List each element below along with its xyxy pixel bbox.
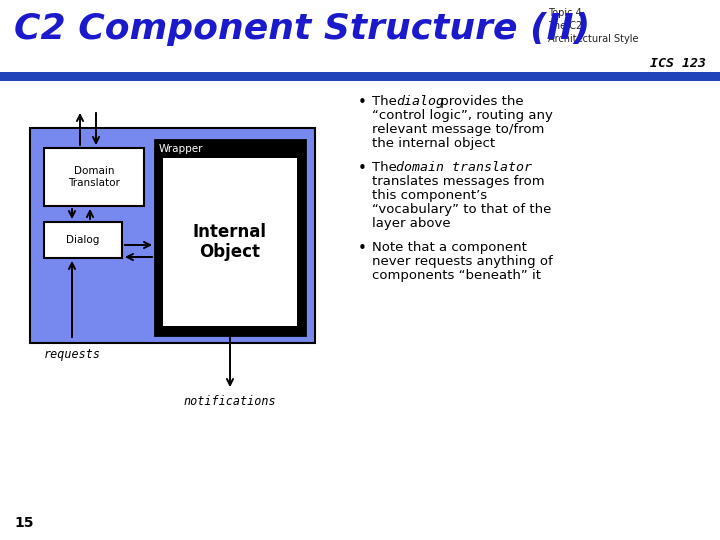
Text: Dialog: Dialog (66, 235, 99, 245)
Text: this component’s: this component’s (372, 189, 487, 202)
Text: dialog: dialog (396, 95, 444, 108)
Text: Note that a component: Note that a component (372, 241, 527, 254)
Bar (30, 128, 315, 343)
Text: notifications: notifications (184, 395, 276, 408)
Text: “vocabulary” to that of the: “vocabulary” to that of the (372, 203, 552, 216)
Text: never requests anything of: never requests anything of (372, 255, 553, 268)
Text: C2 Component Structure (II): C2 Component Structure (II) (14, 12, 590, 46)
Text: Wrapper: Wrapper (159, 144, 204, 154)
Text: the internal object: the internal object (372, 137, 495, 150)
Text: requests: requests (43, 348, 101, 361)
Text: •: • (358, 241, 367, 256)
Text: The: The (372, 161, 401, 174)
Bar (0, 72, 720, 81)
Text: components “beneath” it: components “beneath” it (372, 269, 541, 282)
Bar (44, 222, 122, 258)
Text: Internal
Object: Internal Object (193, 222, 267, 261)
Text: relevant message to/from: relevant message to/from (372, 123, 544, 136)
Text: provides the: provides the (436, 95, 523, 108)
Text: Domain
Translator: Domain Translator (68, 166, 120, 188)
Text: layer above: layer above (372, 217, 451, 230)
Text: domain translator: domain translator (396, 161, 532, 174)
Bar (44, 148, 144, 206)
Bar (163, 158, 297, 326)
Text: The: The (372, 95, 401, 108)
Text: Topic 4
The C2
Architectural Style: Topic 4 The C2 Architectural Style (548, 8, 639, 44)
Text: translates messages from: translates messages from (372, 175, 544, 188)
Text: •: • (358, 95, 367, 110)
Text: 15: 15 (14, 516, 34, 530)
Text: •: • (358, 161, 367, 176)
Bar (155, 140, 305, 335)
Text: ICS 123: ICS 123 (650, 57, 706, 70)
Text: “control logic”, routing any: “control logic”, routing any (372, 109, 553, 122)
